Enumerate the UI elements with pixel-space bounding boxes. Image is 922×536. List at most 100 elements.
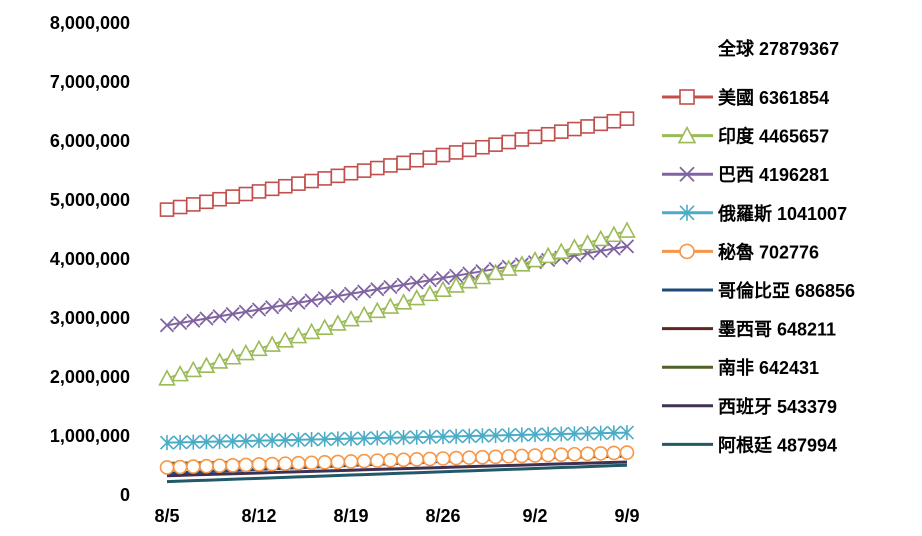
data-point — [172, 199, 188, 215]
data-point — [317, 291, 332, 306]
data-point — [593, 243, 608, 259]
x-tick-label: 8/12 — [241, 506, 276, 526]
data-point — [317, 431, 332, 447]
series-line — [166, 431, 628, 444]
data-point — [370, 282, 385, 297]
data-point — [291, 455, 306, 471]
data-point — [422, 150, 438, 165]
legend-label: 南非 642431 — [718, 357, 819, 378]
data-point — [197, 356, 216, 373]
legend-item: 南非 642431 — [662, 357, 819, 378]
legend-item: 阿根廷 487994 — [662, 434, 837, 455]
y-tick-label: 5,000,000 — [50, 190, 130, 210]
data-point — [263, 335, 281, 352]
data-point — [250, 339, 268, 357]
data-point — [225, 433, 240, 449]
legend: 全球 27879367 美國 6361854 印度 4465657 巴西 419628… — [662, 38, 855, 455]
data-point — [199, 194, 214, 210]
data-point — [291, 176, 306, 191]
data-point — [567, 121, 582, 137]
x-tick-label: 8/5 — [154, 506, 179, 526]
x-tick-label: 8/26 — [425, 506, 460, 526]
y-tick-label: 4,000,000 — [50, 249, 130, 269]
data-point — [435, 451, 451, 466]
data-point — [264, 181, 280, 197]
data-point — [553, 447, 569, 462]
data-point — [265, 300, 280, 315]
data-point — [223, 348, 242, 365]
data-point — [396, 429, 411, 445]
series-4 — [159, 425, 635, 451]
data-point — [396, 155, 411, 171]
data-point — [593, 446, 609, 461]
data-point — [435, 147, 451, 163]
data-point — [357, 430, 372, 446]
data-point — [330, 168, 346, 184]
data-point — [593, 425, 608, 441]
data-point — [606, 241, 621, 256]
data-point — [265, 432, 280, 448]
data-point — [409, 429, 424, 445]
data-point — [251, 302, 267, 317]
data-point — [513, 255, 531, 272]
data-point — [396, 452, 411, 468]
data-point — [552, 242, 571, 259]
data-point — [171, 364, 189, 382]
data-point — [251, 184, 267, 199]
series-1 — [159, 111, 635, 217]
data-point — [369, 160, 385, 176]
data-point — [291, 432, 306, 448]
data-point — [580, 446, 595, 462]
data-point — [435, 270, 451, 286]
y-tick-label: 1,000,000 — [50, 426, 130, 446]
series-line — [166, 460, 628, 478]
data-point — [578, 234, 597, 251]
legend-item: 西班牙 543379 — [662, 397, 837, 417]
data-point — [277, 456, 293, 471]
data-point — [343, 431, 359, 447]
data-point — [488, 449, 503, 465]
data-point — [343, 454, 359, 469]
data-point — [553, 124, 569, 139]
data-point — [329, 314, 347, 331]
data-point — [225, 306, 240, 322]
data-point — [488, 427, 503, 443]
data-point — [488, 137, 503, 152]
data-point — [184, 360, 203, 378]
data-point — [199, 311, 214, 326]
data-point — [278, 432, 293, 448]
data-point — [473, 267, 492, 285]
series-2 — [158, 221, 636, 386]
x-tick-label: 8/19 — [333, 506, 368, 526]
data-point — [304, 293, 319, 308]
data-point — [565, 238, 584, 255]
data-point — [368, 301, 387, 319]
data-point — [315, 318, 334, 335]
data-point — [199, 458, 214, 474]
data-point — [421, 284, 439, 302]
data-point — [212, 309, 227, 324]
data-point — [238, 433, 253, 449]
data-point — [679, 89, 695, 105]
y-tick-label: 3,000,000 — [50, 308, 130, 328]
data-point — [567, 426, 582, 442]
data-point — [330, 431, 345, 447]
legend-item: 墨西哥 648211 — [662, 320, 836, 340]
data-point — [501, 134, 517, 150]
data-point — [185, 459, 201, 474]
data-point — [554, 426, 569, 442]
data-point — [461, 142, 477, 158]
y-axis: 0 1,000,000 2,000,000 3,000,000 4,000,000 5,0… — [50, 13, 130, 505]
data-point — [342, 310, 360, 327]
data-point — [159, 202, 175, 217]
legend-label: 阿根廷 487994 — [718, 434, 837, 455]
legend-item: 美國 6361854 — [662, 87, 829, 108]
data-point — [540, 126, 556, 142]
x-tick-label: 9/2 — [522, 506, 547, 526]
data-point — [606, 113, 622, 129]
data-point — [238, 304, 253, 319]
data-point — [278, 297, 293, 313]
data-point — [679, 204, 695, 221]
data-point — [212, 191, 227, 207]
data-point — [225, 189, 241, 204]
